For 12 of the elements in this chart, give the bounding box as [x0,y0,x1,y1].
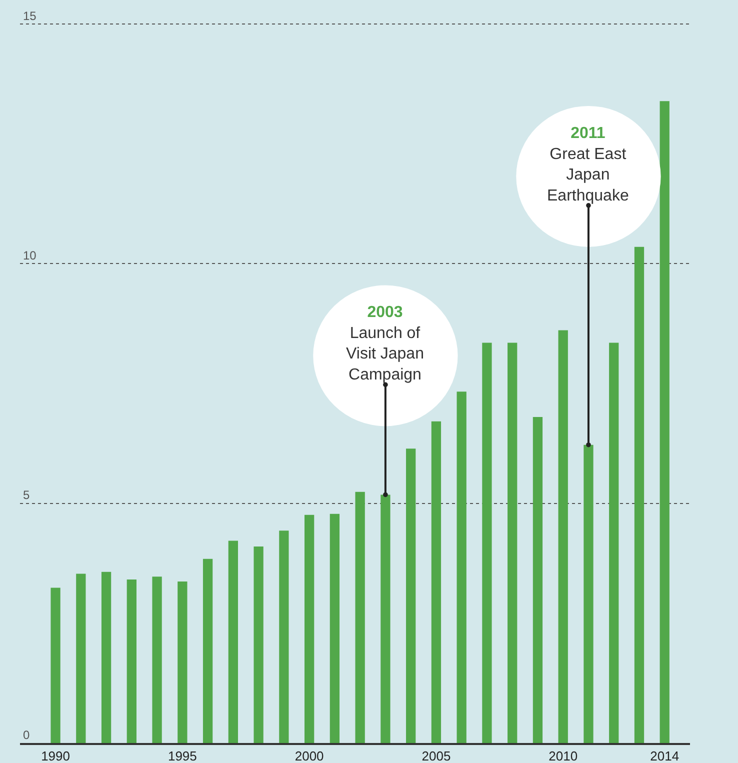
y-tick-label: 5 [23,488,30,502]
x-tick-label: 2010 [548,748,578,763]
x-tick-label: 2014 [650,748,680,763]
x-tick-label: 1990 [41,748,70,763]
y-tick-label: 15 [23,8,37,23]
annotation: 2003 Launch of Visit Japan Campaign [346,304,424,384]
x-tick-label: 2005 [422,748,451,763]
x-tick-label: 2000 [294,748,324,763]
x-tick-label: 1995 [168,748,197,763]
y-tick-label: 0 [23,728,30,742]
y-tick-label: 10 [23,248,37,262]
annotation: 2011 Great East Japan Earthquake [547,125,629,204]
